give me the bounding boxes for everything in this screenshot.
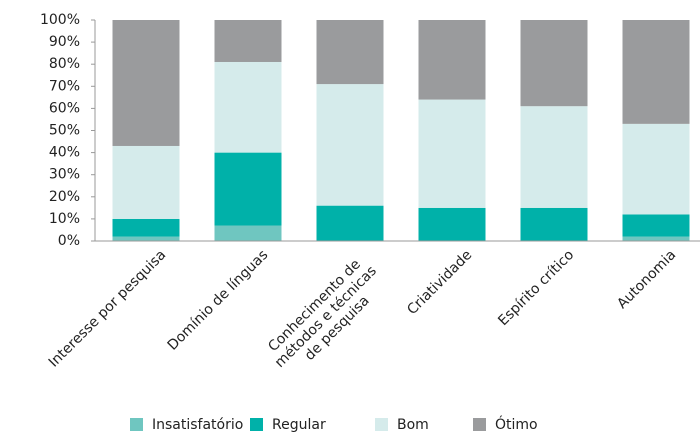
bar-segment [622,214,690,237]
bar-segment [214,20,282,62]
bar-segment [520,106,588,208]
legend-label: Regular [272,417,326,433]
bar-segment [418,99,486,208]
bar-segment [112,236,180,241]
y-tick-label: 70% [49,78,80,94]
bar-segment [622,236,690,241]
legend-swatch [130,418,143,431]
y-tick-label: 60% [49,100,80,116]
y-tick-label: 90% [49,34,80,50]
legend-swatch [473,418,486,431]
y-tick-label: 50% [49,123,80,139]
y-tick-label: 80% [49,56,80,72]
bar-segment [214,225,282,241]
bar-segment [622,20,690,124]
legend-swatch [250,418,263,431]
bar-segment [112,218,180,237]
bar-segment [214,152,282,226]
legend-swatch [375,418,388,431]
bar-segment [112,145,180,219]
bar-segment [622,123,690,215]
legend-label: Bom [397,417,429,433]
y-tick-label: 20% [49,189,80,205]
legend-label: Ótimo [495,415,538,433]
bar-segment [520,20,588,107]
bar-segment [520,207,588,241]
bar-segment [316,84,384,206]
bar-segment [418,207,486,241]
bar-segment [316,20,384,85]
bar-segment [112,20,180,146]
legend-label: Insatisfatório [152,417,243,433]
y-tick-label: 100% [40,12,80,28]
y-tick-label: 30% [49,167,80,183]
y-tick-label: 0% [58,233,80,249]
bar-segment [316,205,384,241]
y-tick-label: 10% [49,211,80,227]
bar-segment [418,20,486,100]
bar-segment [214,61,282,153]
y-tick-label: 40% [49,145,80,161]
